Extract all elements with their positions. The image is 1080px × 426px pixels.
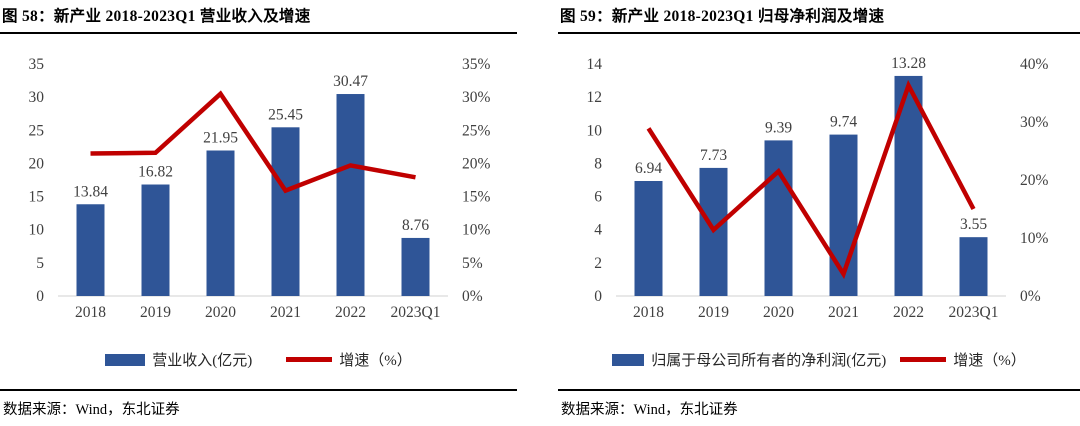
- chart-panel-net-profit: 图 59：新产业 2018-2023Q1 归母净利润及增速 0 2 4 6 8 10 12 1…: [558, 0, 1080, 426]
- chart-panel-revenue: 图 58：新产业 2018-2023Q1 营业收入及增速 0 5 10 15 20 25 3…: [0, 0, 517, 426]
- svg-text:13.28: 13.28: [891, 55, 926, 72]
- svg-text:7.73: 7.73: [700, 147, 727, 164]
- svg-text:25: 25: [29, 122, 45, 139]
- chart-title: 图 58：新产业 2018-2023Q1 营业收入及增速: [0, 6, 517, 34]
- svg-text:16.82: 16.82: [138, 164, 173, 181]
- legend-bar-label: 营业收入(亿元): [152, 353, 253, 369]
- svg-text:10: 10: [587, 122, 603, 139]
- legend-bar-swatch: [612, 353, 645, 366]
- svg-text:21.95: 21.95: [203, 130, 238, 147]
- svg-text:8.76: 8.76: [402, 217, 429, 234]
- revenue-combo-chart: 0 5 10 15 20 25 30 35 0% 5% 10% 15% 20% 25% 30% 35% 2018…: [29, 56, 491, 321]
- legend-bar-label: 归属于母公司所有者的净利润(亿元): [651, 353, 887, 369]
- chart-legend: 归属于母公司所有者的净利润(亿元) 增速（%）: [558, 349, 1080, 370]
- svg-text:6: 6: [594, 189, 602, 206]
- svg-text:2023Q1: 2023Q1: [949, 304, 999, 321]
- data-source-note: 数据来源：Wind，东北证券: [558, 389, 1080, 419]
- svg-text:2023Q1: 2023Q1: [391, 304, 441, 321]
- svg-text:6.94: 6.94: [635, 160, 662, 177]
- svg-text:2020: 2020: [205, 304, 236, 321]
- svg-text:2018: 2018: [75, 304, 106, 321]
- svg-text:2022: 2022: [335, 304, 366, 321]
- svg-text:5: 5: [36, 255, 44, 272]
- svg-text:2019: 2019: [698, 304, 729, 321]
- svg-text:35: 35: [29, 56, 45, 73]
- svg-text:12: 12: [587, 89, 603, 106]
- legend-line-swatch: [900, 357, 947, 362]
- svg-text:2021: 2021: [270, 304, 301, 321]
- svg-text:35%: 35%: [462, 56, 491, 73]
- svg-text:20%: 20%: [462, 155, 491, 172]
- svg-text:2020: 2020: [763, 304, 794, 321]
- svg-text:15%: 15%: [462, 189, 491, 206]
- chart-title: 图 59：新产业 2018-2023Q1 归母净利润及增速: [558, 6, 1080, 34]
- svg-text:25.45: 25.45: [268, 106, 303, 123]
- legend-bar-swatch: [105, 353, 146, 366]
- legend-line-label: 增速（%）: [339, 353, 412, 369]
- svg-text:20: 20: [29, 155, 45, 172]
- svg-text:5%: 5%: [462, 255, 483, 272]
- svg-text:3.55: 3.55: [960, 216, 987, 233]
- svg-text:2: 2: [594, 255, 602, 272]
- svg-text:2019: 2019: [140, 304, 171, 321]
- svg-text:9.39: 9.39: [765, 119, 792, 136]
- svg-text:0: 0: [36, 288, 44, 305]
- svg-text:2018: 2018: [633, 304, 664, 321]
- svg-text:0%: 0%: [1020, 288, 1041, 305]
- svg-text:9.74: 9.74: [830, 114, 857, 131]
- svg-text:13.84: 13.84: [73, 183, 108, 200]
- svg-text:25%: 25%: [462, 122, 491, 139]
- svg-text:30%: 30%: [1020, 114, 1049, 131]
- svg-text:40%: 40%: [1020, 56, 1049, 73]
- svg-text:30.47: 30.47: [333, 73, 368, 90]
- svg-text:30: 30: [29, 89, 45, 106]
- svg-text:14: 14: [587, 56, 603, 73]
- svg-text:10%: 10%: [462, 222, 491, 239]
- legend-line-swatch: [286, 357, 333, 362]
- svg-text:15: 15: [29, 189, 45, 206]
- svg-text:2022: 2022: [893, 304, 924, 321]
- svg-text:0%: 0%: [462, 288, 483, 305]
- revenue-chart-area: 0 5 10 15 20 25 30 35 0% 5% 10% 15% 20% 25% 30% 35% 2018…: [0, 50, 517, 328]
- svg-text:10%: 10%: [1020, 230, 1049, 247]
- svg-text:20%: 20%: [1020, 172, 1049, 189]
- svg-text:0: 0: [594, 288, 602, 305]
- svg-text:30%: 30%: [462, 89, 491, 106]
- chart-legend: 营业收入(亿元) 增速（%）: [0, 349, 517, 370]
- data-source-note: 数据来源：Wind，东北证券: [0, 389, 517, 419]
- net-profit-combo-chart: 0 2 4 6 8 10 12 14 0% 10% 20% 30% 40% 2018 2019 2020 202…: [587, 55, 1049, 321]
- net-profit-chart-area: 0 2 4 6 8 10 12 14 0% 10% 20% 30% 40% 2018 2019 2020 202…: [558, 50, 1080, 328]
- svg-text:4: 4: [594, 222, 602, 239]
- svg-text:10: 10: [29, 222, 45, 239]
- svg-text:2021: 2021: [828, 304, 859, 321]
- legend-line-label: 增速（%）: [953, 353, 1026, 369]
- svg-text:8: 8: [594, 155, 602, 172]
